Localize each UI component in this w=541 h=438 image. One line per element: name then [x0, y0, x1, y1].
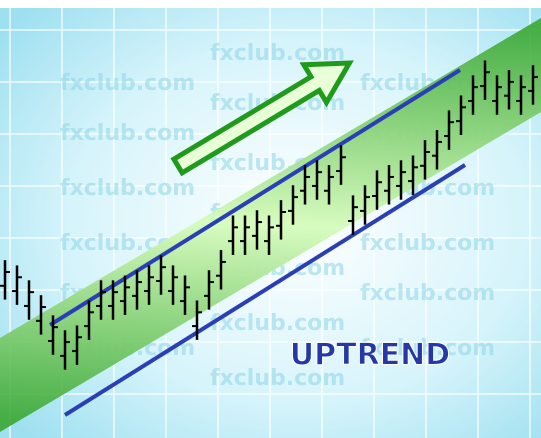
lower-channel-line: [63, 163, 467, 417]
watermark: fxclub.com: [210, 366, 345, 391]
watermark: fxclub.com: [210, 311, 345, 336]
watermark: fxclub.com: [60, 176, 195, 201]
watermark: fxclub.com: [360, 231, 495, 256]
watermark: fxclub.com: [360, 281, 495, 306]
arrow-shape: [170, 60, 354, 177]
trend-band: [0, 18, 541, 432]
upper-channel-line: [48, 68, 462, 327]
price-bars: [0, 60, 538, 370]
watermark: fxclub.com: [360, 336, 495, 361]
watermark: fxclub.com: [60, 121, 195, 146]
watermark: fxclub.com: [60, 71, 195, 96]
trend-arrow: [170, 60, 354, 177]
annotation: UPTREND: [290, 338, 450, 373]
